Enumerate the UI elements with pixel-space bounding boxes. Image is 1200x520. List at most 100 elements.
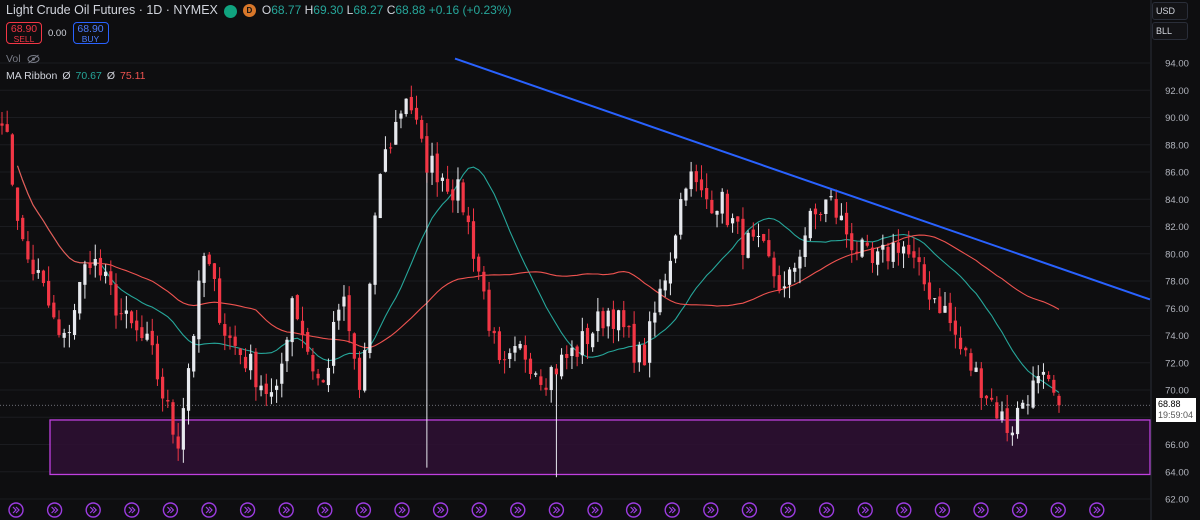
candle-body [798,256,802,269]
event-arrow-icon[interactable] [625,502,642,518]
event-arrow-icon[interactable] [1089,502,1105,518]
event-arrow-icon[interactable] [85,502,101,518]
event-arrow-icon[interactable] [432,502,449,518]
candle-body [958,337,963,350]
candle [487,281,491,337]
candle-body [357,357,362,390]
candle [990,388,994,402]
candle-body [233,336,237,346]
candle-body [575,346,579,357]
candle [725,189,729,228]
marker-arrow [321,506,329,514]
candle-body [93,259,97,266]
candle-body [819,214,823,216]
event-arrow-icon[interactable] [548,502,565,518]
ma-ribbon-legend[interactable]: MA Ribbon Ø 70.67 Ø 75.11 [6,70,146,82]
symbol-title[interactable]: Light Crude Oil Futures · 1D · NYMEX [6,3,218,17]
event-arrow-icon[interactable] [239,502,256,518]
unit-select[interactable]: BLL [1152,22,1188,40]
candle-body [197,280,201,340]
candle [26,231,30,264]
candle [1010,426,1014,446]
candle [1021,399,1025,409]
candle [808,208,812,241]
event-arrow-icon[interactable] [818,502,835,518]
sell-button[interactable]: 68.90 SELL [6,22,42,44]
candle-body [824,199,828,215]
event-arrow-icon[interactable] [780,502,796,518]
candle-body [161,376,165,399]
candle [316,368,320,386]
event-arrow-icon[interactable] [355,502,372,518]
event-arrow-icon[interactable] [896,502,912,518]
candle-body [1036,376,1040,384]
marker-circle [46,502,63,518]
candle [534,371,538,378]
candle-body [648,321,652,363]
candle-body [388,147,393,149]
candle-body [440,177,445,181]
event-arrow-icon[interactable] [934,502,951,518]
event-arrow-icon[interactable] [8,502,24,518]
candle [663,273,667,297]
marker-circle [973,502,989,518]
eye-slash-icon[interactable] [27,54,40,64]
candle [202,252,206,298]
candle [31,244,35,281]
event-arrow-icon[interactable] [394,502,410,518]
candle-body [611,309,616,329]
delayed-badge[interactable]: D [242,3,256,17]
event-arrow-icon[interactable] [857,502,873,518]
event-arrow-icon[interactable] [1050,502,1066,518]
event-arrow-icon[interactable] [510,502,526,518]
event-arrow-icon[interactable] [124,502,140,518]
y-tick-label: 80.00 [1165,249,1189,260]
event-arrow-icon[interactable] [278,502,294,518]
candle [756,223,761,248]
candle [373,212,377,295]
change-value: +0.16 (+0.23%) [428,3,512,17]
marker-circle [124,502,140,518]
candle-body [264,383,268,394]
event-arrow-icon[interactable] [162,502,179,518]
event-arrow-icon[interactable] [1011,502,1028,518]
candle-body [917,257,921,263]
candle [15,187,20,230]
candle [684,187,688,207]
marker-circle [201,502,217,518]
candle-body [0,123,4,126]
candle [596,297,600,342]
event-arrow-icon[interactable] [741,502,758,518]
event-arrow-icon[interactable] [201,502,217,518]
candle-body [746,232,750,258]
candle-body [129,311,134,324]
y-tick-label: 64.00 [1165,467,1189,478]
event-arrow-icon[interactable] [703,502,719,518]
candle [653,301,657,337]
event-arrow-icon[interactable] [664,502,680,518]
candle-body [72,310,77,335]
marker-circle [394,502,410,518]
event-arrow-icon[interactable] [587,502,603,518]
event-arrow-icon[interactable] [471,502,487,518]
candle-body [83,264,87,285]
event-arrow-icon[interactable] [317,502,333,518]
candle-body [238,348,242,356]
event-arrow-icon[interactable] [973,502,989,518]
candle [52,294,56,320]
candle-body [751,229,755,237]
candle-body [471,221,476,259]
candle [306,327,310,355]
event-arrow-icon[interactable] [46,502,63,518]
ohlc-values: O68.77 H69.30 L68.27 C68.88 +0.16 (+0.23… [261,3,512,17]
buy-button[interactable]: 68.90 BUY [72,22,109,44]
candle [435,142,439,197]
currency-select[interactable]: USD [1152,2,1188,20]
candle [865,234,869,248]
candle [363,342,367,393]
currency-unit-selector: USD BLL [1152,0,1188,40]
candle [1052,374,1056,396]
candle [1031,366,1035,409]
candle-body [813,208,818,215]
